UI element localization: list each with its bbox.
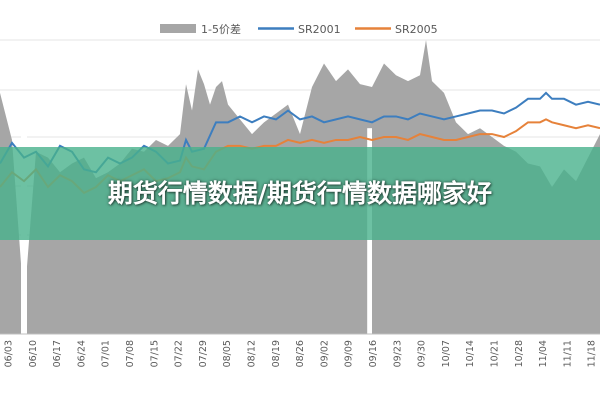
x-tick-label: 08/19 bbox=[271, 340, 282, 367]
x-tick-label: 07/29 bbox=[198, 340, 209, 367]
legend-label-0: 1-5价差 bbox=[201, 22, 241, 36]
x-tick-label: 08/26 bbox=[295, 340, 306, 367]
x-tick-label: 09/02 bbox=[319, 340, 330, 367]
x-tick-label: 06/10 bbox=[28, 340, 39, 367]
x-tick-label: 10/28 bbox=[514, 340, 525, 367]
overlay-title: 期货行情数据/期货行情数据哪家好 bbox=[107, 179, 493, 208]
x-tick-label: 06/24 bbox=[76, 340, 87, 367]
x-tick-label: 08/05 bbox=[222, 340, 233, 367]
x-tick-label: 09/16 bbox=[368, 340, 379, 367]
x-tick-label: 09/30 bbox=[417, 340, 428, 367]
x-tick-label: 10/07 bbox=[441, 340, 452, 367]
x-tick-label: 09/23 bbox=[392, 340, 403, 367]
x-tick-label: 10/14 bbox=[465, 340, 476, 367]
x-tick-label: 11/04 bbox=[538, 340, 549, 367]
x-tick-label: 07/01 bbox=[101, 340, 112, 367]
x-tick-label: 07/22 bbox=[174, 340, 185, 367]
legend-label-1: SR2001 bbox=[298, 23, 341, 36]
x-tick-label: 07/15 bbox=[149, 340, 160, 367]
x-tick-label: 09/09 bbox=[344, 340, 355, 367]
legend-label-2: SR2005 bbox=[395, 23, 438, 36]
overlay-banner: 期货行情数据/期货行情数据哪家好 bbox=[0, 147, 600, 240]
x-tick-label: 11/11 bbox=[562, 340, 573, 367]
x-tick-label: 07/08 bbox=[125, 340, 136, 367]
x-tick-label: 06/17 bbox=[52, 340, 63, 367]
x-tick-label: 06/03 bbox=[4, 340, 15, 367]
x-tick-label: 10/21 bbox=[490, 340, 501, 367]
x-tick-label: 11/18 bbox=[587, 340, 598, 367]
legend-swatch-0 bbox=[160, 24, 196, 33]
x-tick-label: 08/12 bbox=[247, 340, 258, 367]
